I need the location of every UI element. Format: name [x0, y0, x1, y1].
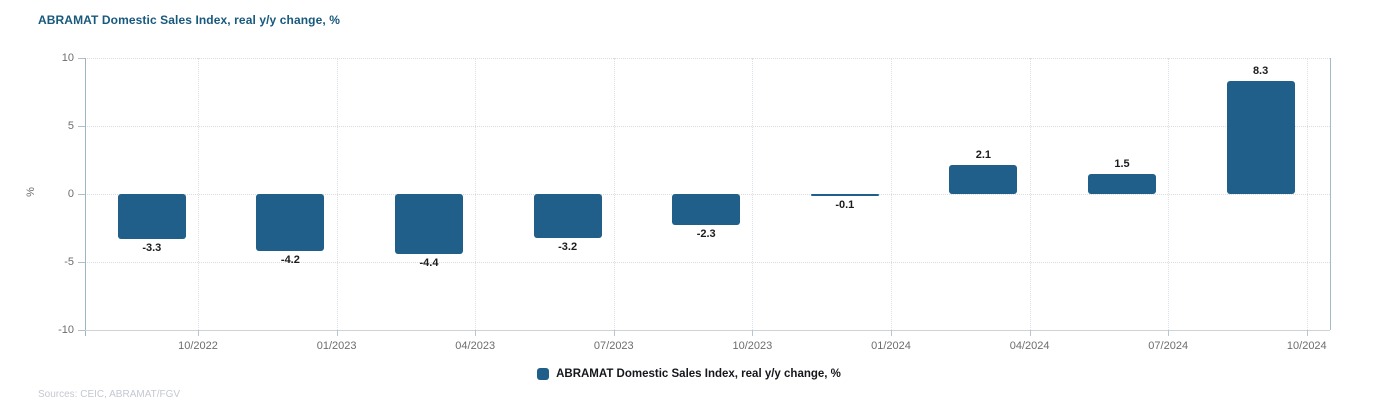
y-tick-label: -5 [64, 256, 74, 268]
x-tick-label: 01/2023 [316, 340, 357, 352]
x-tick-label: 10/2023 [732, 340, 773, 352]
y-tick-label: -10 [58, 324, 74, 336]
v-gridline [336, 58, 338, 330]
h-gridline [85, 126, 1330, 127]
x-tick-label: 07/2024 [1148, 340, 1189, 352]
x-tick-mark [1029, 330, 1031, 336]
x-tick-mark [198, 330, 199, 336]
x-tick-mark [475, 330, 477, 336]
sources-text: Sources: CEIC, ABRAMAT/FGV [38, 389, 181, 400]
bar[interactable] [1226, 81, 1295, 194]
x-tick-mark [1168, 330, 1170, 336]
x-tick-mark [891, 330, 892, 336]
bar-value-label: -4.2 [280, 254, 300, 267]
v-gridline [613, 58, 615, 330]
x-tick-label: 04/2024 [1009, 340, 1050, 352]
bar-value-label: 8.3 [1252, 65, 1269, 78]
bar[interactable] [949, 165, 1018, 194]
bar[interactable] [672, 194, 741, 226]
x-tick-label: 04/2023 [455, 340, 496, 352]
x-tick-mark [752, 330, 754, 336]
y-tick-label: 0 [67, 188, 74, 200]
y-axis-line [85, 58, 86, 336]
bar[interactable] [256, 194, 325, 252]
legend[interactable]: ABRAMAT Domestic Sales Index, real y/y c… [0, 368, 1378, 380]
bar-value-label: -3.3 [142, 241, 162, 254]
v-gridline [1029, 58, 1031, 330]
y-tick-mark [78, 194, 85, 195]
x-tick-label: 10/2024 [1286, 340, 1327, 352]
legend-swatch-icon [537, 368, 550, 380]
x-axis-line [85, 330, 1330, 331]
y-tick-mark [78, 330, 85, 331]
v-gridline [1306, 58, 1308, 330]
bar-value-label: -2.3 [696, 228, 716, 241]
x-tick-label: 10/2022 [178, 340, 218, 352]
x-tick-label: 01/2024 [871, 340, 911, 352]
bar[interactable] [395, 194, 463, 254]
plot-area: -3.3 -4.2 -4.4 -3.2 -2.3 -0.1 2.1 1.5 8.3 [85, 58, 1330, 331]
bar[interactable] [810, 194, 879, 196]
bar-value-label: -0.1 [835, 198, 855, 211]
x-tick-label: 07/2023 [593, 340, 634, 352]
v-gridline [752, 58, 754, 330]
bar[interactable] [533, 194, 602, 238]
y-tick-label: 10 [61, 52, 74, 64]
bar-value-label: -3.2 [558, 240, 578, 253]
legend-label: ABRAMAT Domestic Sales Index, real y/y c… [556, 368, 841, 380]
bar-value-label: -4.4 [419, 256, 439, 269]
h-gridline [85, 58, 1330, 59]
bar[interactable] [1088, 173, 1156, 194]
y-tick-mark [78, 58, 85, 59]
v-gridline [198, 58, 199, 330]
y-tick-mark [78, 126, 85, 127]
chart-title: ABRAMAT Domestic Sales Index, real y/y c… [38, 13, 341, 27]
x-tick-mark [613, 330, 615, 336]
v-gridline [891, 58, 892, 330]
plot-right-border [1330, 58, 1331, 330]
y-tick-label: 5 [67, 120, 74, 132]
v-gridline [1168, 58, 1170, 330]
h-gridline [85, 262, 1330, 263]
bar[interactable] [117, 194, 186, 239]
x-tick-mark [336, 330, 338, 336]
bar-value-label: 2.1 [975, 149, 992, 162]
v-gridline [475, 58, 477, 330]
bar-value-label: 1.5 [1114, 157, 1130, 170]
x-tick-mark [1306, 330, 1308, 336]
y-tick-mark [78, 262, 85, 263]
